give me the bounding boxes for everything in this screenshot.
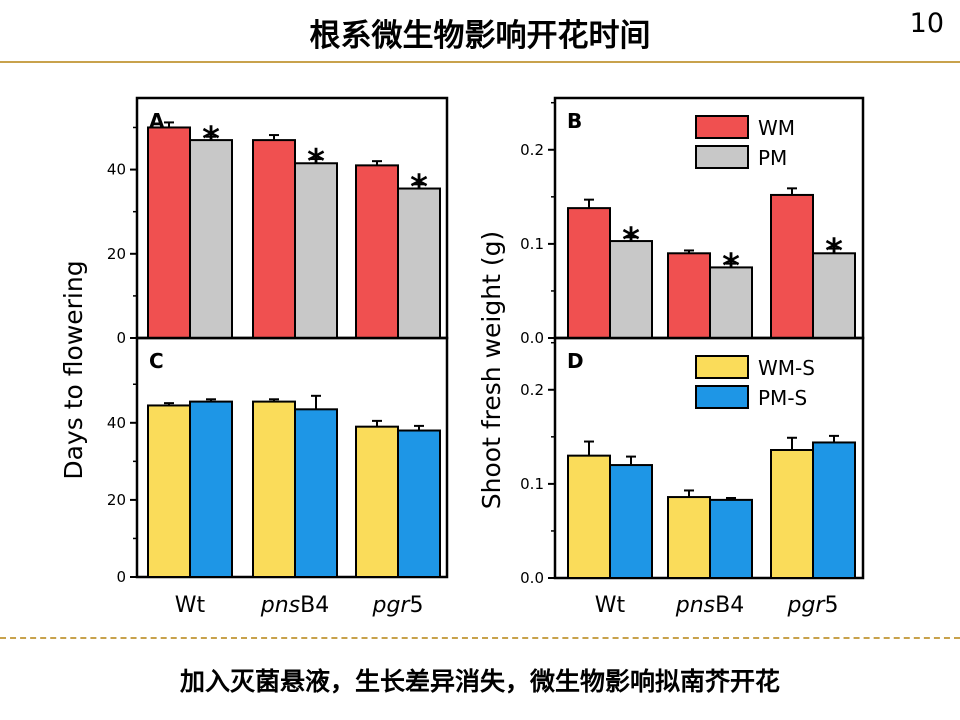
- category-label-left-1: pnsB4: [260, 593, 329, 618]
- panel-b-bar-wm-2: [770, 193, 814, 339]
- bottom-rule: [0, 637, 960, 639]
- panel-c-bar-wm-s-2: [355, 425, 399, 578]
- top-rule: [0, 61, 960, 63]
- panel-d-letter: D: [567, 349, 584, 373]
- panel-b-legend-swatch-pm: [695, 145, 749, 169]
- panel-b-bar-wm-0: [567, 207, 611, 339]
- category-label-right-2: pgr5: [787, 593, 839, 618]
- panel-a-bar-pm-1: [294, 162, 338, 339]
- panel-b-ytick-label-1: 0.1: [520, 235, 544, 253]
- panel-d-bar-pm-s-2: [812, 441, 856, 579]
- panel-a-significance-star-2: *: [410, 167, 428, 207]
- slide-title: 根系微生物影响开花时间: [309, 18, 651, 54]
- panel-a-ytick-label-1: 20: [107, 245, 126, 263]
- panel-c-bar-pm-s-2: [397, 429, 441, 579]
- category-label-right-0: Wt: [595, 593, 626, 618]
- panel-c-bar-wm-s-1: [252, 400, 296, 578]
- panel-b-significance-star-0: *: [622, 220, 640, 260]
- panel-a-bar-wm-1: [252, 139, 296, 339]
- panel-b-legend-label-pm: PM: [758, 146, 787, 170]
- conclusion-text: 加入灭菌悬液，生长差异消失，微生物影响拟南芥开花: [179, 667, 780, 696]
- panel-a-significance-star-0: *: [202, 120, 220, 160]
- category-label-left-2: pgr5: [372, 593, 424, 618]
- panel-d-legend-label-pm-s: PM-S: [758, 386, 807, 410]
- panel-b-legend-swatch-wm: [695, 115, 749, 139]
- panel-a-bar-wm-2: [355, 164, 399, 339]
- panel-d-legend-swatch-wm-s: [695, 355, 749, 379]
- panel-d-legend-label-wm-s: WM-S: [758, 356, 815, 380]
- panel-b-legend-label-wm: WM: [758, 116, 795, 140]
- panel-d-bar-pm-s-1: [709, 498, 753, 579]
- panel-d-bar-wm-s-1: [667, 496, 711, 580]
- panel-a-bar-pm-2: [397, 187, 441, 339]
- panel-a-bar-wm-0: [147, 126, 191, 340]
- panel-c-letter: C: [149, 349, 164, 373]
- panel-c-bar-pm-s-0: [189, 400, 233, 578]
- panel-d-bar-pm-s-0: [609, 464, 653, 580]
- panel-c-bar-pm-s-1: [294, 408, 338, 578]
- panel-c-bar-wm-s-0: [147, 404, 191, 579]
- category-label-left-0: Wt: [175, 593, 206, 618]
- panel-d-legend-swatch-pm-s: [695, 385, 749, 409]
- category-label-right-1: pnsB4: [675, 593, 744, 618]
- panel-a-significance-star-1: *: [307, 142, 325, 182]
- panel-c-ytick-label-2: 40: [107, 414, 126, 432]
- panel-c-ytick-label-1: 20: [107, 491, 126, 509]
- page-number: 10: [909, 8, 944, 39]
- panel-b-ytick-label-2: 0.2: [520, 141, 544, 159]
- panel-d-ytick-label-0: 0.0: [520, 569, 544, 587]
- y-axis-label-right: Shoot fresh weight (g): [477, 231, 506, 509]
- panel-b-bar-pm-1: [709, 266, 753, 340]
- panel-b-bar-wm-1: [667, 252, 711, 339]
- panel-c-ytick-label-0: 0: [116, 568, 126, 586]
- panel-d-ytick-label-2: 0.2: [520, 381, 544, 399]
- panel-d-ytick-label-1: 0.1: [520, 475, 544, 493]
- panel-b-letter: B: [567, 109, 582, 133]
- panel-a-ytick-label-2: 40: [107, 161, 126, 179]
- panel-a-ytick-label-0: 0: [116, 329, 126, 347]
- panel-a-bar-pm-0: [189, 139, 233, 339]
- panel-d-bar-wm-s-2: [770, 449, 814, 579]
- panel-b-significance-star-1: *: [722, 247, 740, 287]
- panel-b-significance-star-2: *: [825, 232, 843, 272]
- panel-b-ytick-label-0: 0.0: [520, 329, 544, 347]
- y-axis-label-left: Days to flowering: [59, 260, 88, 479]
- panel-d-bar-wm-s-0: [567, 454, 611, 580]
